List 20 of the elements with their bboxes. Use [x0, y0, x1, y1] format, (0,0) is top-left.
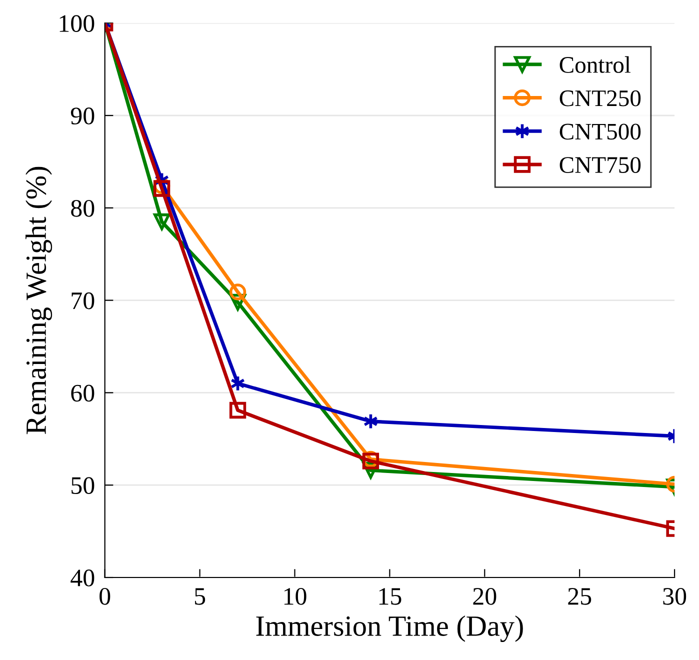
x-tick-label: 0 — [100, 588, 110, 605]
legend-label: CNT250 — [560, 90, 641, 106]
y-tick-label: 40 — [70, 570, 94, 586]
legend-label: Control — [560, 56, 631, 73]
legend-label: CNT500 — [560, 124, 641, 140]
x-tick-label: 20 — [473, 588, 496, 605]
x-tick-label: 15 — [379, 588, 402, 605]
x-tick-label: 5 — [195, 588, 206, 605]
x-tick-label: 30 — [663, 588, 686, 605]
y-tick-label: 50 — [72, 477, 94, 494]
x-tick-label: 25 — [568, 588, 592, 605]
x-tick-label: 10 — [284, 588, 306, 605]
y-axis-title: Remaining Weight (%) — [26, 166, 52, 434]
y-tick-label: 60 — [71, 384, 94, 402]
y-tick-label: 90 — [70, 108, 94, 124]
y-tick-label: 100 — [60, 15, 94, 32]
y-tick-label: 80 — [71, 200, 94, 217]
legend-label: CNT750 — [560, 157, 641, 173]
y-tick-label: 70 — [72, 292, 94, 310]
x-axis-title: Immersion Time (Day) — [256, 615, 523, 642]
